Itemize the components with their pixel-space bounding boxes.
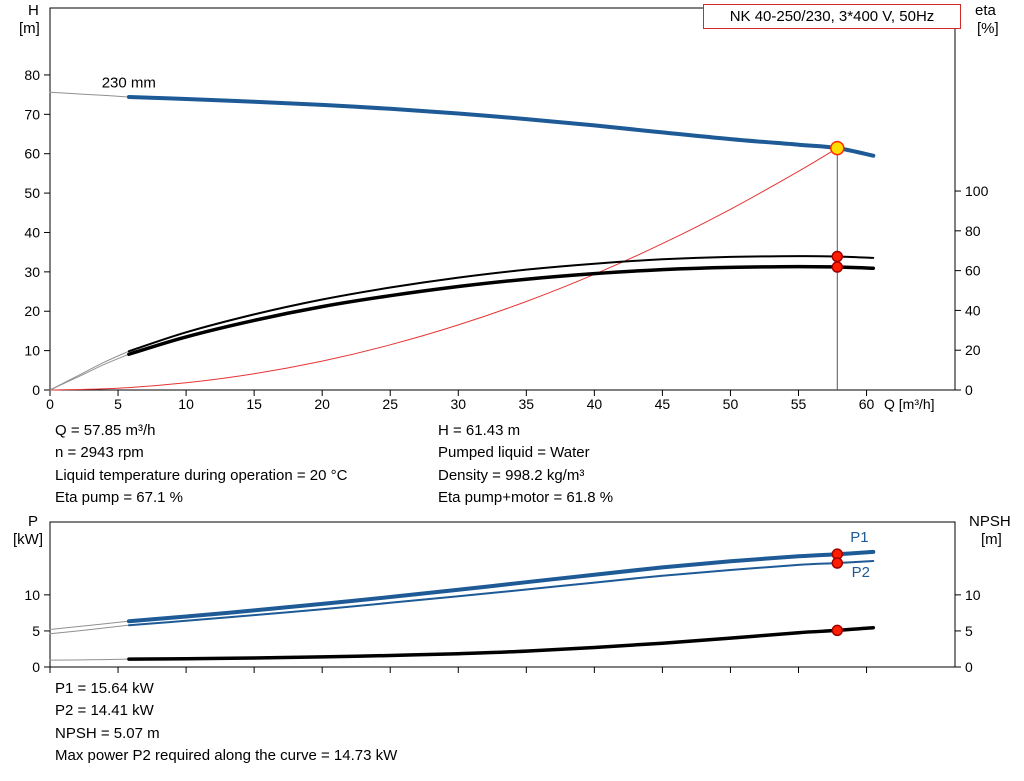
p1-label: P1 <box>850 529 868 546</box>
npsh-extension <box>49 658 130 661</box>
left-tick-label: 50 <box>24 185 40 201</box>
x-tick-label: 5 <box>114 396 122 412</box>
info-line-liquid-temp: Liquid temperature during operation = 20… <box>55 466 348 484</box>
p2-label: P2 <box>852 564 870 581</box>
power-npsh-info: P1 = 15.64 kW P2 = 14.41 kW NPSH = 5.07 … <box>55 678 397 767</box>
left-tick-label: 40 <box>24 224 40 240</box>
npsh-dot <box>831 624 844 637</box>
info-line-npsh: NPSH = 5.07 m <box>55 724 160 742</box>
right-tick-label: 0 <box>965 382 973 398</box>
p1-extension <box>49 620 130 630</box>
info-line-density: Density = 998.2 kg/m³ <box>438 466 585 484</box>
duty-info-left: Q = 57.85 m³/h n = 2943 rpm Liquid tempe… <box>55 420 347 509</box>
eta-pump-dot <box>831 250 844 263</box>
info-line-eta-pump-motor: Eta pump+motor = 61.8 % <box>438 488 614 506</box>
right-tick-label: 40 <box>965 302 981 318</box>
info-line-head: H = 61.43 m <box>438 422 521 439</box>
right-axis-title: [%] <box>977 20 999 37</box>
right-tick-label: 100 <box>965 183 989 199</box>
head-curve-230mm <box>126 95 876 158</box>
x-tick-label: 55 <box>791 396 807 412</box>
duty-point-marker[interactable] <box>830 140 845 156</box>
left-axis-title: H <box>28 2 39 19</box>
x-tick-label: 40 <box>587 396 603 412</box>
eta-pump-curve <box>127 255 875 353</box>
pump-designation-box: NK 40-250/230, 3*400 V, 50Hz <box>703 4 961 29</box>
info-line-max-power: Max power P2 required along the curve = … <box>55 746 398 764</box>
right-tick-label: 60 <box>965 263 981 279</box>
right-tick-label: 10 <box>965 587 981 603</box>
duty-info-right: H = 61.43 m Pumped liquid = Water Densit… <box>438 420 613 509</box>
info-line-p1: P1 = 15.64 kW <box>55 680 154 697</box>
eta-pump-motor-curve <box>127 264 876 356</box>
left-tick-label: 60 <box>24 146 40 162</box>
right-tick-label: 0 <box>965 659 973 675</box>
info-line-eta-pump: Eta pump = 67.1 % <box>55 488 183 506</box>
head-curve-extension <box>49 91 130 98</box>
x-tick-label: 45 <box>655 396 671 412</box>
left-tick-label: 70 <box>24 106 40 122</box>
left-axis-title: [m] <box>19 20 40 37</box>
left-axis-title: P <box>28 513 38 530</box>
left-axis-title: [kW] <box>13 531 43 548</box>
info-line-pumped-liquid: Pumped liquid = Water <box>438 444 590 462</box>
x-tick-label: 15 <box>246 396 262 412</box>
x-tick-label: 25 <box>382 396 398 412</box>
eta-pump-motor-dot <box>831 261 844 273</box>
x-tick-label: 35 <box>519 396 535 412</box>
hq-eta-chart: 0 5 10 15 20 25 30 35 40 45 50 55 60 Q [m³/h] 0 10 20 30 4… <box>19 2 999 412</box>
npsh-curve <box>127 625 876 661</box>
left-tick-label: 10 <box>24 587 40 603</box>
left-tick-label: 10 <box>24 343 40 359</box>
left-tick-label: 0 <box>32 659 40 675</box>
impeller-diameter-label: 230 mm <box>102 75 156 92</box>
right-tick-label: 20 <box>965 342 981 358</box>
power-npsh-chart: 0 5 10 0 5 10 P[kW] NPSH[m] P1 P2 <box>13 513 1011 675</box>
chart-frame <box>49 521 956 668</box>
right-axis-title: eta <box>975 2 997 19</box>
p1-curve <box>126 549 876 624</box>
x-tick-label: 20 <box>314 396 330 412</box>
right-tick-label: 80 <box>965 223 981 239</box>
info-line-flow: Q = 57.85 m³/h <box>55 422 156 439</box>
left-tick-label: 80 <box>24 67 40 83</box>
left-tick-label: 30 <box>24 264 40 280</box>
info-line-speed: n = 2943 rpm <box>55 444 144 462</box>
info-line-p2: P2 = 14.41 kW <box>55 702 154 720</box>
x-tick-label: 0 <box>46 396 54 412</box>
right-tick-label: 5 <box>965 623 973 639</box>
x-tick-label: 10 <box>178 396 194 412</box>
x-tick-label: 60 <box>859 396 875 412</box>
x-axis-label: Q [m³/h] <box>884 396 935 412</box>
left-tick-label: 0 <box>32 382 40 398</box>
chart-frame <box>49 7 956 391</box>
p2-curve <box>127 560 875 627</box>
left-tick-label: 20 <box>24 303 40 319</box>
left-tick-label: 5 <box>32 623 40 639</box>
p2-dot <box>831 557 844 569</box>
x-tick-label: 50 <box>723 396 739 412</box>
system-curve <box>49 147 838 391</box>
right-axis-title: NPSH <box>969 513 1011 530</box>
right-axis-title: [m] <box>981 531 1002 548</box>
p2-extension <box>49 624 130 635</box>
eta-pump-motor-extension <box>49 353 130 391</box>
x-tick-label: 30 <box>450 396 466 412</box>
